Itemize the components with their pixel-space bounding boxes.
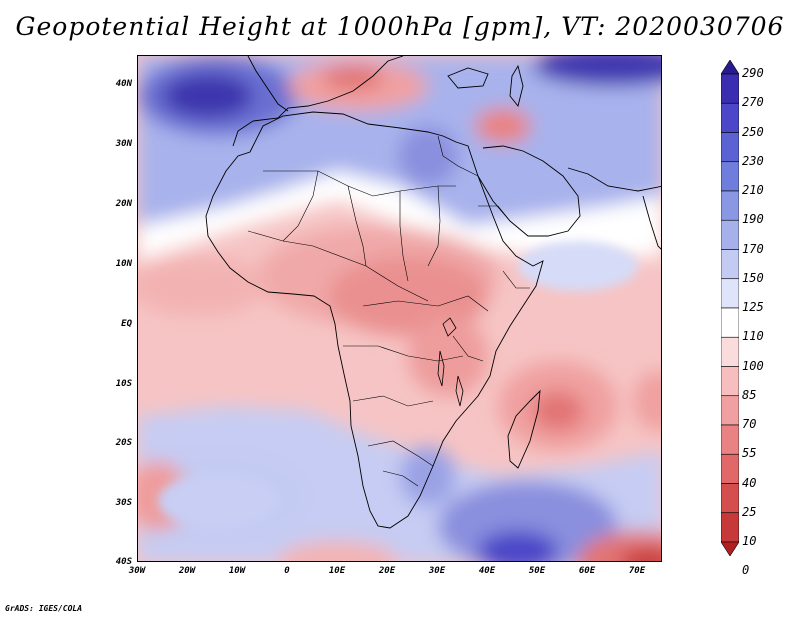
map-title: Geopotential Height at 1000hPa [gpm], VT… xyxy=(15,12,785,41)
field-shading xyxy=(138,56,661,561)
lat-label: 20S xyxy=(115,438,132,448)
colorbar-label: 25 xyxy=(742,504,757,519)
colorbar-segment xyxy=(721,512,739,543)
colorbar-label: 170 xyxy=(742,241,764,256)
colorbar-label: 190 xyxy=(742,212,764,227)
colorbar-label: 250 xyxy=(742,124,764,139)
lat-label: 40S xyxy=(115,557,132,567)
colorbar-top-arrow xyxy=(721,60,739,75)
lon-label: 70E xyxy=(628,566,646,576)
colorbar-label: 100 xyxy=(742,358,764,373)
lat-label: 10S xyxy=(115,379,132,389)
lakes xyxy=(437,317,464,407)
colorbar-label: 55 xyxy=(742,446,757,461)
lat-label: EQ xyxy=(121,319,132,329)
colorbar xyxy=(721,60,739,556)
colorbar-segment xyxy=(721,102,739,133)
colorbar-segment xyxy=(721,278,739,309)
lon-label: 20W xyxy=(178,566,196,576)
colorbar-segment xyxy=(721,366,739,397)
colorbar-segment xyxy=(721,190,739,221)
colorbar-label: 125 xyxy=(742,300,764,314)
colorbar-segment xyxy=(721,73,739,104)
lat-label: 30N xyxy=(115,139,132,149)
lon-label: 60E xyxy=(578,566,596,576)
country-borders xyxy=(247,135,530,487)
lat-label: 30S xyxy=(115,498,132,508)
credit-text: GrADS: IGES/COLA xyxy=(5,604,83,613)
colorbar-segment xyxy=(721,424,739,455)
colorbar-label: 210 xyxy=(742,183,764,197)
colorbar-segment xyxy=(721,453,739,484)
lat-label: 10N xyxy=(115,259,132,269)
lat-label: 40N xyxy=(115,79,132,89)
lat-label: 20N xyxy=(115,199,132,209)
colorbar-segment xyxy=(721,161,739,192)
colorbar-label: 230 xyxy=(742,153,764,168)
lon-label: 40E xyxy=(478,566,496,576)
lon-label: 20E xyxy=(378,566,396,576)
colorbar-segment xyxy=(721,336,739,367)
lon-label: 50E xyxy=(528,566,546,576)
lon-label: 0 xyxy=(284,566,290,576)
map-panel xyxy=(137,55,662,562)
colorbar-bottom-arrow xyxy=(721,541,739,556)
lon-label: 10E xyxy=(328,566,346,576)
lon-label: 30W xyxy=(128,566,146,576)
colorbar-segment xyxy=(721,132,739,163)
colorbar-label: 70 xyxy=(742,417,757,431)
colorbar-label: 150 xyxy=(742,270,764,285)
lon-label: 10W xyxy=(228,566,246,576)
colorbar-label: 290 xyxy=(742,66,764,80)
field-detail xyxy=(158,241,638,529)
colorbar-segment xyxy=(721,395,739,426)
colorbar-label: 40 xyxy=(742,475,757,490)
height-field xyxy=(138,56,661,561)
colorbar-segment xyxy=(721,249,739,280)
colorbar-segment xyxy=(721,219,739,250)
colorbar-label: 85 xyxy=(742,387,757,402)
colorbar-label: 10 xyxy=(742,534,757,548)
colorbar-segment xyxy=(721,483,739,514)
colorbar-label: 0 xyxy=(742,563,750,578)
colorbar-label: 110 xyxy=(742,329,764,344)
lon-label: 30E xyxy=(428,566,446,576)
colorbar-label: 270 xyxy=(742,95,764,110)
colorbar-segment xyxy=(721,307,739,338)
